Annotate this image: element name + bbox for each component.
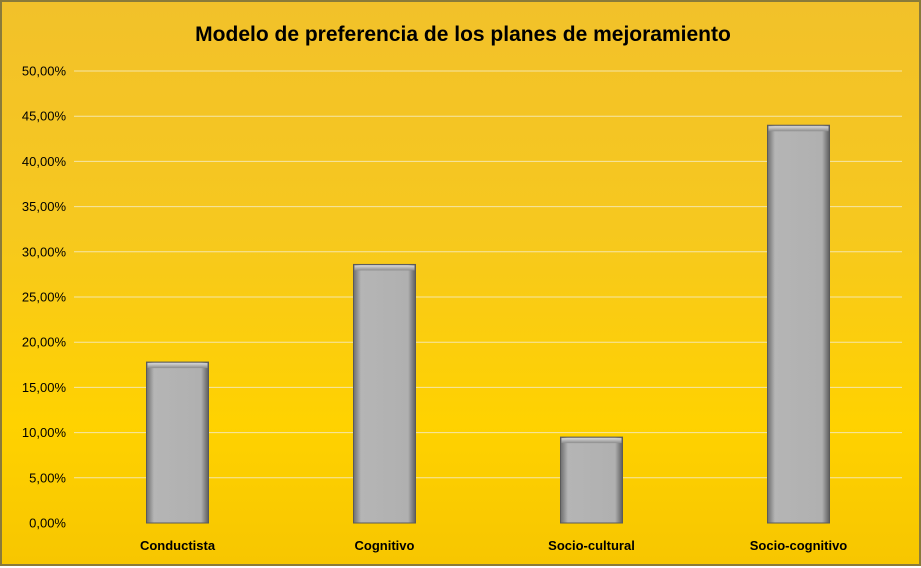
bar-bevel bbox=[354, 265, 415, 271]
bar-conductista bbox=[146, 361, 209, 524]
y-tick-label: 25,00% bbox=[22, 290, 67, 305]
bars bbox=[146, 124, 830, 524]
x-tick-label: Socio-cognitivo bbox=[750, 538, 848, 553]
y-tick-label: 50,00% bbox=[22, 64, 67, 79]
x-tick-label: Socio-cultural bbox=[548, 538, 635, 553]
y-tick-label: 45,00% bbox=[22, 109, 67, 124]
y-tick-label: 5,00% bbox=[29, 470, 66, 485]
x-tick-label: Conductista bbox=[140, 538, 216, 553]
y-tick-label: 30,00% bbox=[22, 244, 67, 259]
y-tick-label: 20,00% bbox=[22, 335, 67, 350]
bar bbox=[146, 361, 209, 524]
x-axis-ticks: Conductista Cognitivo Socio-cultural Socio-… bbox=[140, 538, 847, 553]
bar-socio-cultural bbox=[560, 436, 623, 524]
bar-bevel bbox=[147, 363, 208, 369]
y-tick-label: 15,00% bbox=[22, 380, 67, 395]
gridlines bbox=[74, 70, 902, 479]
bar-socio-cognitivo bbox=[767, 124, 830, 524]
bar bbox=[560, 436, 623, 524]
bar-cognitivo bbox=[353, 263, 416, 524]
bar bbox=[767, 124, 830, 524]
y-axis-ticks: 0,00% 5,00% 10,00% 15,00% 20,00% 25,00% 30,00%… bbox=[22, 64, 67, 531]
chart-title: Modelo de preferencia de los planes de m… bbox=[195, 23, 731, 46]
y-tick-label: 35,00% bbox=[22, 199, 67, 214]
y-tick-label: 0,00% bbox=[29, 516, 66, 531]
x-tick-label: Cognitivo bbox=[355, 538, 415, 553]
bar bbox=[353, 263, 416, 524]
y-tick-label: 10,00% bbox=[22, 425, 67, 440]
bar-bevel bbox=[768, 126, 829, 132]
y-tick-label: 40,00% bbox=[22, 154, 67, 169]
bar-bevel bbox=[561, 438, 622, 444]
